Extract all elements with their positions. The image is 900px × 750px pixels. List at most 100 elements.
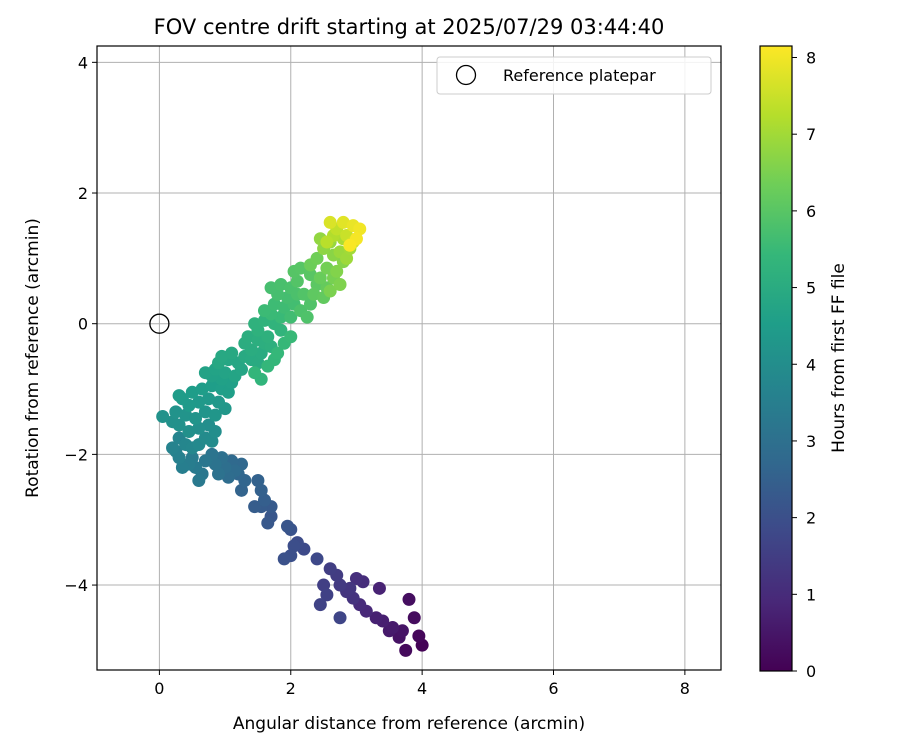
y-tick-label: 0 (78, 315, 88, 334)
data-point (215, 349, 229, 363)
y-axis-ticks: −4 −2 0 2 4 (64, 53, 97, 595)
colorbar-tick-label: 2 (806, 509, 816, 528)
colorbar-tick-label: 8 (806, 49, 816, 68)
data-point (248, 366, 262, 380)
data-point (323, 284, 337, 298)
data-point (271, 346, 285, 360)
data-point (317, 578, 331, 592)
data-point (280, 291, 294, 305)
data-point (208, 457, 222, 471)
data-point (274, 277, 288, 291)
reference-marker-layer (149, 313, 170, 334)
data-point (303, 268, 317, 282)
y-tick-label: 4 (78, 53, 88, 72)
data-point (257, 493, 271, 507)
colorbar-tick-label: 7 (806, 125, 816, 144)
x-axis-label: Angular distance from reference (arcmin) (233, 714, 585, 734)
colorbar-tick-label: 5 (806, 279, 816, 298)
data-point (251, 356, 265, 370)
data-point (172, 389, 186, 403)
data-point (412, 629, 426, 643)
y-tick-label: 2 (78, 184, 88, 203)
colorbar-tick-label: 1 (806, 585, 816, 604)
data-point (202, 392, 216, 406)
grid (97, 46, 721, 670)
data-point (320, 235, 334, 249)
colorbar-ticks: 0 1 2 3 4 5 6 7 8 (792, 49, 816, 681)
data-point (386, 621, 400, 635)
data-point (303, 297, 317, 311)
data-point (248, 317, 262, 331)
data-point (369, 611, 383, 625)
legend-label: Reference platepar (503, 66, 656, 85)
data-point (336, 215, 350, 229)
data-point (182, 425, 196, 439)
data-point (407, 611, 421, 625)
data-point (333, 611, 347, 625)
colorbar-tick-label: 0 (806, 662, 816, 681)
x-tick-label: 4 (417, 679, 427, 698)
colorbar-label: Hours from first FF file (829, 263, 849, 453)
data-point (402, 592, 416, 606)
data-point (343, 581, 357, 595)
data-point (205, 379, 219, 393)
legend-box (436, 56, 712, 95)
data-point (261, 330, 275, 344)
data-point (241, 330, 255, 344)
legend: Reference platepar (436, 56, 712, 95)
data-point (205, 434, 219, 448)
data-point (267, 297, 281, 311)
data-point (300, 310, 314, 324)
data-point (313, 598, 327, 612)
data-point (333, 578, 347, 592)
data-point (353, 222, 367, 236)
data-point (343, 238, 357, 252)
data-point (195, 382, 209, 396)
data-point (198, 454, 212, 468)
colorbar-tick-label: 3 (806, 432, 816, 451)
colorbar-tick-label: 6 (806, 202, 816, 221)
data-point (330, 264, 344, 278)
data-point (202, 418, 216, 432)
plot-frame (96, 45, 722, 671)
data-point (297, 287, 311, 301)
data-point (179, 408, 193, 422)
data-point (169, 405, 183, 419)
data-point (221, 470, 235, 484)
data-point (257, 304, 271, 318)
data-point (284, 310, 298, 324)
data-point (307, 287, 321, 301)
chart-title: FOV centre drift starting at 2025/07/29 … (154, 15, 665, 39)
data-point (185, 385, 199, 399)
data-point (323, 215, 337, 229)
data-point (284, 330, 298, 344)
data-point (264, 281, 278, 295)
legend-open-circle-icon (455, 64, 477, 86)
data-point (192, 395, 206, 409)
data-point (218, 366, 232, 380)
data-point (290, 274, 304, 288)
data-point (313, 271, 327, 285)
y-axis-label: Rotation from reference (arcmin) (23, 218, 43, 498)
x-tick-label: 8 (680, 679, 690, 698)
data-point (333, 277, 347, 291)
data-point (189, 411, 203, 425)
data-point (277, 552, 291, 566)
data-point (320, 261, 334, 275)
data-point (254, 346, 268, 360)
data-point (287, 539, 301, 553)
data-point (310, 251, 324, 265)
reference-platepar-marker (149, 313, 170, 334)
colorbar-tick-label: 4 (806, 355, 816, 374)
x-tick-label: 0 (154, 679, 164, 698)
data-point (192, 421, 206, 435)
data-point (166, 441, 180, 455)
x-tick-label: 2 (286, 679, 296, 698)
x-axis-ticks: 0 2 4 6 8 (154, 670, 690, 698)
data-point (212, 395, 226, 409)
data-point (235, 483, 249, 497)
x-tick-label: 6 (548, 679, 558, 698)
y-tick-label: −2 (64, 445, 88, 464)
data-point (248, 500, 262, 514)
